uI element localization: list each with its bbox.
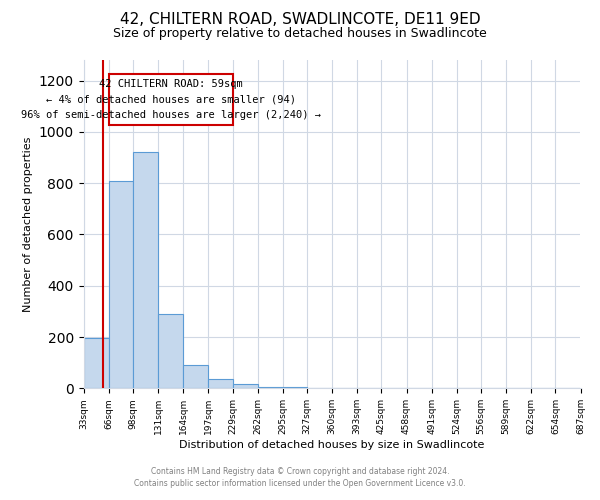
Bar <box>208 378 233 388</box>
Bar <box>233 384 257 388</box>
Bar <box>283 387 307 388</box>
X-axis label: Distribution of detached houses by size in Swadlincote: Distribution of detached houses by size … <box>179 440 485 450</box>
Text: Contains public sector information licensed under the Open Government Licence v3: Contains public sector information licen… <box>134 478 466 488</box>
Text: 42, CHILTERN ROAD, SWADLINCOTE, DE11 9ED: 42, CHILTERN ROAD, SWADLINCOTE, DE11 9ED <box>119 12 481 28</box>
Bar <box>257 387 283 388</box>
Bar <box>158 314 183 388</box>
Bar <box>109 180 133 388</box>
Text: Contains HM Land Registry data © Crown copyright and database right 2024.: Contains HM Land Registry data © Crown c… <box>151 467 449 476</box>
Bar <box>83 338 109 388</box>
Bar <box>183 366 208 388</box>
Y-axis label: Number of detached properties: Number of detached properties <box>23 136 33 312</box>
Text: 42 CHILTERN ROAD: 59sqm
← 4% of detached houses are smaller (94)
96% of semi-det: 42 CHILTERN ROAD: 59sqm ← 4% of detached… <box>20 79 320 120</box>
Bar <box>133 152 158 388</box>
Text: Size of property relative to detached houses in Swadlincote: Size of property relative to detached ho… <box>113 28 487 40</box>
FancyBboxPatch shape <box>109 74 233 126</box>
